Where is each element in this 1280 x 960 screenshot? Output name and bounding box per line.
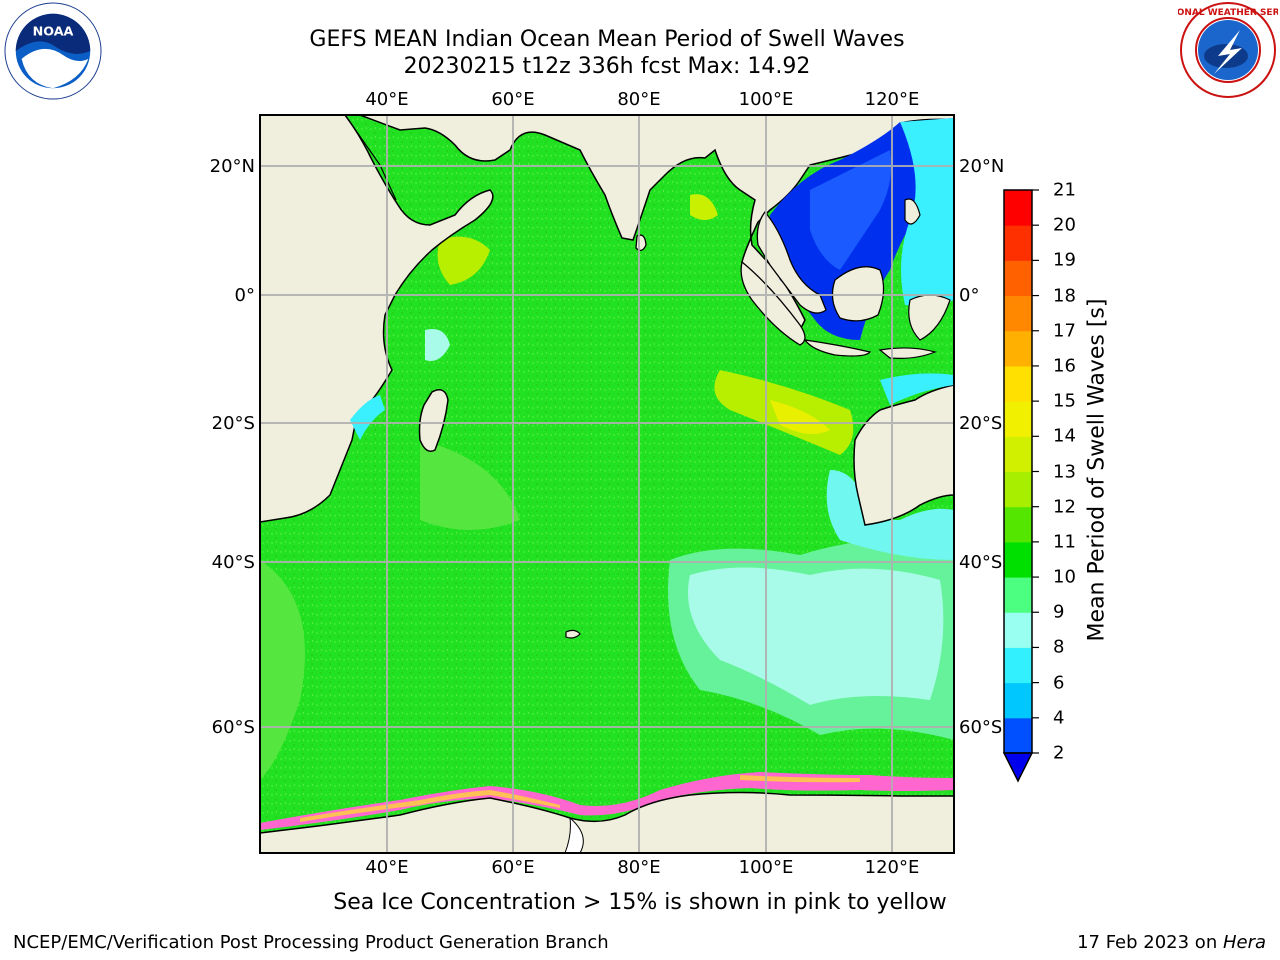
sumatra-island [740,260,806,346]
colorbar-segment [1004,506,1032,543]
colorbar-tick-label: 16 [1053,355,1076,377]
lon-tick-bottom-100e: 100°E [738,857,794,878]
indochina-landmass [756,210,827,314]
lat-tick-right-60s: 60°S [959,717,1003,738]
colorbar-segment [1004,682,1032,719]
lon-tick-bottom-40e: 40°E [365,857,409,878]
australia-landmass [853,384,954,526]
lon-tick-bottom-120e: 120°E [864,857,920,878]
sri-lanka-island [635,234,647,252]
nws-logo-icon: NATIONAL WEATHER SERVICE [1178,2,1278,98]
colorbar-tick-label: 4 [1053,707,1065,729]
colorbar-segment [1004,401,1032,437]
colorbar-tick-label: 21 [1053,179,1076,201]
colorbar-under-arrow [1002,752,1034,783]
lat-tick-right-40s: 40°S [959,552,1003,573]
asia-landmass [359,115,954,332]
colorbar-tick-label: 14 [1053,425,1076,447]
south-china-sea-inner [810,150,892,270]
africa-landmass [260,115,494,523]
colorbar-tick-label: 10 [1053,566,1076,588]
ocean-region-8s [688,567,944,705]
colorbar-label: Mean Period of Swell Waves [s] [1084,298,1110,642]
ocean-region-bengal [690,194,718,220]
ocean-region-14s [770,400,830,434]
coastal-region-africa [350,395,385,440]
chart-subtitle: 20230215 t12z 336h fcst Max: 14.92 [403,54,811,79]
noaa-logo-icon: NOAA [4,2,102,100]
lat-tick-right-20n: 20°N [959,156,1005,177]
colorbar-tick-label: 8 [1053,636,1065,658]
footer-date-text: 17 Feb 2023 on [1077,932,1223,953]
colorbar-segment [1004,330,1032,367]
colorbar-tick-label: 9 [1053,601,1065,623]
noaa-logo-text: NOAA [33,24,74,39]
coastal-region-somalia [425,329,450,361]
antarctica-landmass [260,791,954,853]
colorbar-segment [1004,225,1032,261]
lon-tick-top-100e: 100°E [738,89,794,110]
lat-tick-left-0: 0° [234,285,255,306]
lon-tick-bottom-60e: 60°E [491,857,535,878]
lon-tick-top-40e: 40°E [365,89,409,110]
colorbar-tick-label: 15 [1053,390,1076,412]
colorbar-segment [1004,717,1032,754]
map-gridlines [260,115,954,853]
kerguelen-island [565,629,581,639]
lon-tick-bottom-80e: 80°E [617,857,661,878]
lon-tick-top-80e: 80°E [617,89,661,110]
map-area [260,115,954,853]
colorbar-tick-label: 2 [1053,742,1065,764]
nws-logo-text: NATIONAL WEATHER SERVICE [1178,8,1278,18]
lon-tick-top-60e: 60°E [491,89,535,110]
ocean-region-southwest [260,560,305,780]
lat-tick-left-20s: 20°S [211,413,255,434]
colorbar-tick-label: 13 [1053,461,1076,482]
colorbar-tick-label: 20 [1053,214,1076,236]
ocean-region-central [420,440,520,530]
coastal-region-australia-north [880,373,954,405]
sea-ice-band [260,772,954,830]
ocean-region-arabian [437,236,490,285]
colorbar-tick-label: 11 [1053,531,1076,553]
madagascar-island [418,389,449,452]
colorbar-tick-label: 18 [1053,285,1076,307]
lat-tick-left-40s: 40°S [211,552,255,573]
colorbar-segment [1004,647,1032,684]
lat-tick-right-20s: 20°S [959,413,1003,434]
colorbar-tick-label: 6 [1053,672,1065,694]
colorbar-segment [1004,260,1032,297]
java-island [803,339,872,357]
footer-date: 17 Feb 2023 on Hera [1077,932,1266,953]
colorbar-tick-label: 19 [1053,249,1076,271]
lon-tick-top-120e: 120°E [864,89,920,110]
lat-tick-left-60s: 60°S [211,717,255,738]
map-frame [259,114,955,854]
chart-title: GEFS MEAN Indian Ocean Mean Period of Sw… [309,27,905,52]
colorbar-segment [1004,295,1032,332]
colorbar-segment [1004,577,1032,613]
colorbar [1002,189,1039,783]
borneo-island [831,266,885,322]
footer-host: Hera [1222,932,1266,953]
colorbar-segment [1004,471,1032,508]
colorbar-segment [1004,190,1032,226]
colorbar-tick-label: 12 [1053,496,1076,518]
colorbar-tick-label: 17 [1053,320,1076,342]
footer-branch: NCEP/EMC/Verification Post Processing Pr… [13,932,609,953]
sea-ice-note: Sea Ice Concentration > 15% is shown in … [333,890,947,915]
colorbar-segment [1004,436,1032,472]
colorbar-segment [1004,541,1032,578]
lat-tick-right-0: 0° [959,285,980,306]
colorbar-segment [1004,365,1032,402]
lat-tick-left-20n: 20°N [209,156,255,177]
colorbar-segment [1004,612,1032,648]
